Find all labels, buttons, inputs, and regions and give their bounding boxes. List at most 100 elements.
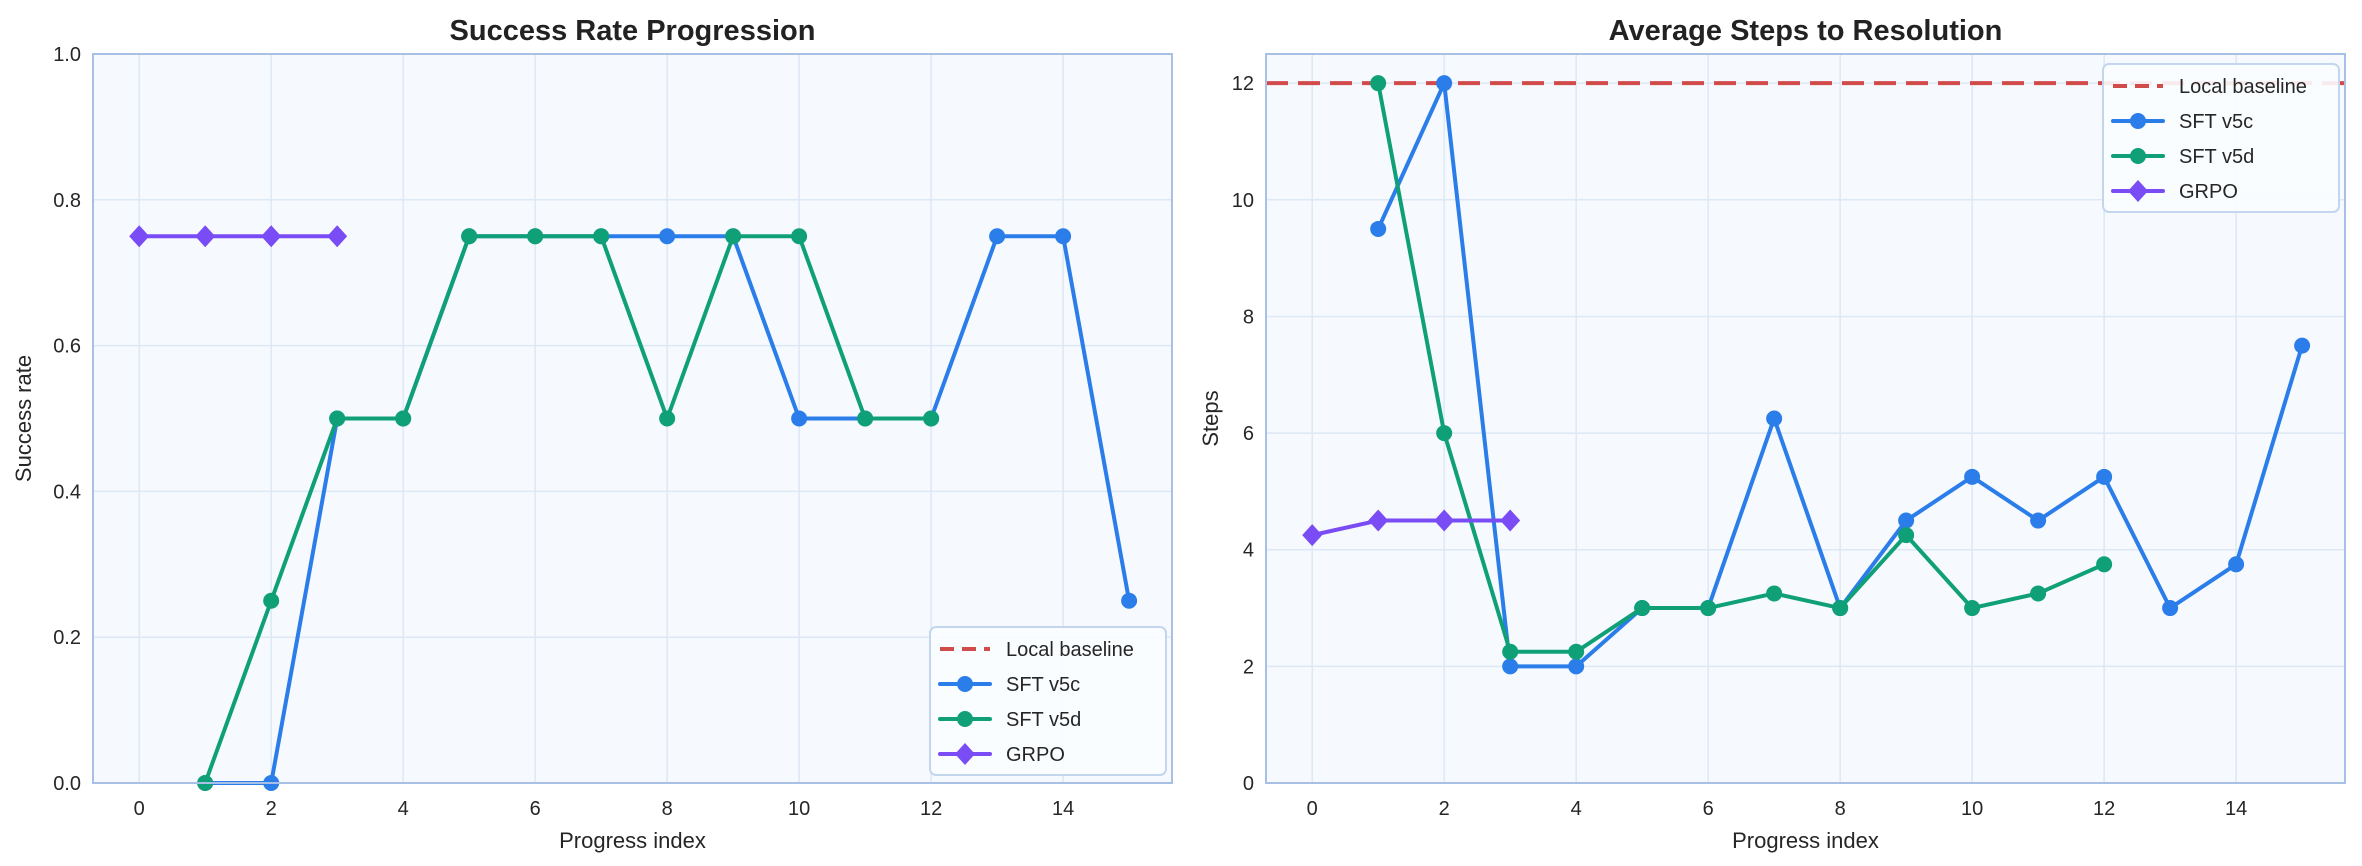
- legend-label: Local baseline: [2179, 76, 2307, 98]
- legend-label: SFT v5c: [1006, 674, 1080, 696]
- y-tick-label: 2: [1243, 656, 1254, 678]
- chart-title: Success Rate Progression: [450, 15, 816, 47]
- y-tick-label: 0: [1243, 773, 1254, 795]
- data-point: [527, 228, 544, 245]
- axes-frame: [92, 53, 1173, 784]
- chart-title: Average Steps to Resolution: [1609, 15, 2003, 47]
- y-axis-label: Success rate: [11, 355, 36, 482]
- x-tick-label: 14: [1052, 798, 1074, 820]
- data-point: [1634, 600, 1651, 617]
- x-tick-label: 4: [1571, 798, 1582, 820]
- legend-box: [929, 626, 1167, 776]
- data-point: [1436, 75, 1453, 92]
- data-point: [2030, 585, 2047, 602]
- x-axis-label: Progress index: [1732, 828, 1879, 853]
- data-point: [2162, 600, 2179, 617]
- data-point: [659, 410, 676, 427]
- x-tick-label: 2: [266, 798, 277, 820]
- data-point: [725, 228, 742, 245]
- chart-1: 0 2 4 6 8 10 12 14 0 2 4 6 8 10 12 Average Steps to Res…: [1198, 15, 2346, 853]
- legend-marker: [955, 743, 975, 765]
- legend-label: SFT v5d: [2179, 146, 2254, 168]
- chart-0: 0 2 4 6 8 10 12 14 0.0 0.2 0.4 0.6 0.8 1.0 Success Rat…: [11, 15, 1173, 853]
- data-point: [989, 228, 1006, 245]
- axes-frame: [1265, 53, 2346, 784]
- data-point: [395, 410, 412, 427]
- y-tick-label: 0.0: [53, 773, 81, 795]
- data-point: [1700, 600, 1717, 617]
- x-tick-label: 8: [1835, 798, 1846, 820]
- y-tick-label: 0.4: [53, 481, 81, 503]
- x-axis-label: Progress index: [559, 828, 706, 853]
- y-tick-label: 4: [1243, 540, 1254, 562]
- data-point: [461, 228, 478, 245]
- data-point: [1434, 509, 1455, 532]
- data-point: [129, 225, 150, 248]
- series-sft-v5d: [1370, 75, 2113, 660]
- legend-label: GRPO: [2179, 181, 2238, 203]
- x-tick-label: 4: [398, 798, 409, 820]
- legend-marker: [2130, 148, 2146, 164]
- y-axis-label: Steps: [1198, 390, 1223, 446]
- series-line: [1311, 518, 1511, 538]
- data-point: [2030, 512, 2047, 529]
- data-point: [923, 410, 940, 427]
- x-tick-label: 6: [530, 798, 541, 820]
- data-point: [1832, 600, 1849, 617]
- x-tick-label: 14: [2225, 798, 2247, 820]
- data-point: [263, 592, 280, 609]
- legend: Local baseline SFT v5c SFT v5d GRPO: [2102, 63, 2340, 213]
- data-point: [1502, 658, 1519, 675]
- y-tick-label: 8: [1243, 306, 1254, 328]
- series-line: [203, 234, 932, 784]
- legend-label: Local baseline: [1006, 639, 1134, 661]
- legend-label: SFT v5c: [2179, 111, 2253, 133]
- x-tick-label: 10: [788, 798, 810, 820]
- x-tick-label: 6: [1703, 798, 1714, 820]
- data-point: [2228, 556, 2245, 573]
- legend-box: [2102, 63, 2340, 213]
- data-point: [857, 410, 874, 427]
- data-point: [1370, 75, 1387, 92]
- data-point: [1302, 524, 1323, 547]
- legend-marker: [957, 711, 973, 727]
- series-grpo: [129, 225, 348, 248]
- data-point: [1898, 512, 1915, 529]
- y-tick-label: 0.6: [53, 336, 81, 358]
- data-point: [791, 228, 808, 245]
- x-tick-label: 10: [1961, 798, 1983, 820]
- legend-label: GRPO: [1006, 744, 1065, 766]
- series-line: [1376, 82, 2105, 654]
- data-point: [659, 228, 676, 245]
- data-point: [1436, 425, 1453, 442]
- legend-marker: [2128, 180, 2148, 202]
- x-tick-label: 8: [662, 798, 673, 820]
- data-point: [1964, 468, 1981, 485]
- data-point: [329, 410, 346, 427]
- x-tick-label: 2: [1439, 798, 1450, 820]
- legend: Local baseline SFT v5c SFT v5d GRPO: [929, 626, 1167, 776]
- x-tick-label: 12: [2093, 798, 2115, 820]
- legend-marker: [957, 676, 973, 692]
- y-tick-label: 0.2: [53, 627, 81, 649]
- data-point: [261, 225, 282, 248]
- data-point: [593, 228, 610, 245]
- data-point: [2096, 468, 2113, 485]
- data-point: [327, 225, 348, 248]
- data-point: [1500, 509, 1521, 532]
- data-point: [791, 410, 808, 427]
- y-tick-label: 10: [1232, 190, 1254, 212]
- x-tick-label: 0: [134, 798, 145, 820]
- data-point: [1502, 643, 1519, 660]
- data-point: [1368, 509, 1389, 532]
- data-point: [1898, 527, 1915, 544]
- x-tick-label: 0: [1307, 798, 1318, 820]
- data-point: [1121, 592, 1138, 609]
- series-sft-v5d: [197, 228, 940, 791]
- data-point: [1568, 643, 1585, 660]
- data-point: [1766, 585, 1783, 602]
- legend-marker: [2130, 113, 2146, 129]
- y-tick-label: 0.8: [53, 190, 81, 212]
- data-point: [1568, 658, 1585, 675]
